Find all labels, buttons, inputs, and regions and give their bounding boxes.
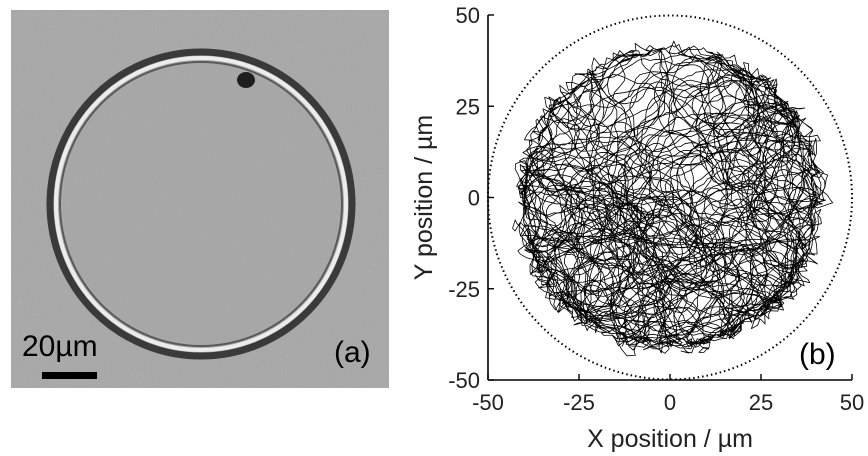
droplet-interior bbox=[62, 64, 340, 344]
panel-label-b: (b) bbox=[799, 338, 836, 371]
x-tick-label: 50 bbox=[840, 390, 864, 415]
x-tick-label: 25 bbox=[749, 390, 773, 415]
micrograph-panel bbox=[11, 10, 389, 388]
y-tick-label: 0 bbox=[468, 186, 480, 211]
y-tick-label: -50 bbox=[448, 368, 480, 393]
x-axis-label: X position / µm bbox=[587, 425, 753, 453]
panel-label-a: (a) bbox=[334, 336, 371, 369]
y-tick-label: 50 bbox=[456, 3, 480, 28]
droplet-bright-ring bbox=[54, 56, 348, 352]
tick-labels: -50 -25 0 25 50 50 25 0 -25 -50 bbox=[448, 3, 864, 415]
trajectory-lines bbox=[512, 40, 834, 357]
y-axis-label: Y position / µm bbox=[410, 115, 438, 280]
droplet-inner-ring bbox=[59, 61, 343, 347]
plot-axes bbox=[487, 14, 853, 381]
droplet-outer-ring bbox=[46, 48, 356, 360]
x-tick-label: -50 bbox=[472, 390, 504, 415]
scale-bar-label: 20µm bbox=[22, 330, 98, 363]
y-tick-label: -25 bbox=[448, 277, 480, 302]
x-tick-label: -25 bbox=[563, 390, 595, 415]
droplet-image bbox=[11, 10, 389, 388]
particle bbox=[237, 72, 255, 88]
x-tick-label: 0 bbox=[664, 390, 676, 415]
scale-bar bbox=[42, 372, 97, 379]
trajectory-path bbox=[512, 40, 834, 357]
y-tick-label: 25 bbox=[456, 94, 480, 119]
